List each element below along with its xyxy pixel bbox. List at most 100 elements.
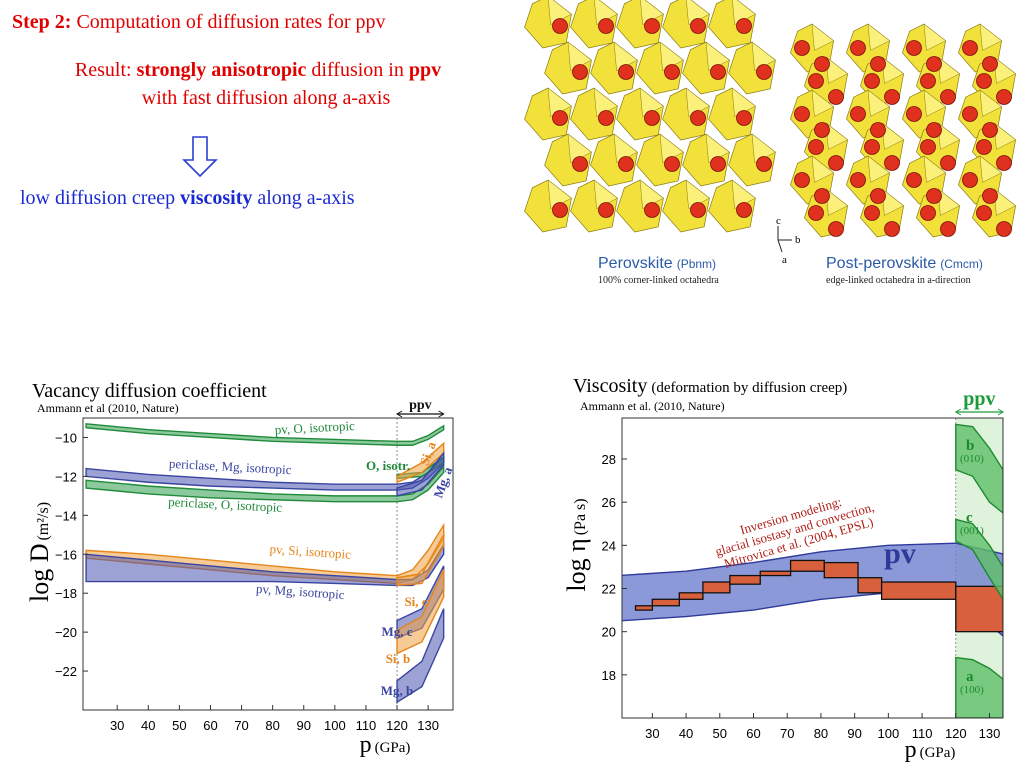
octahedron-face [881,122,905,150]
crystal-left-note: 100% corner-linked octahedra [598,275,719,286]
y-tick-label: 24 [602,538,616,553]
atom [982,188,998,204]
inversion-step [880,581,957,600]
atom [756,64,772,80]
octahedron-face [923,23,947,51]
y-tick-label: −18 [55,586,77,601]
series-label: pv, Mg, isotropic [256,581,346,602]
inversion-step [857,577,883,594]
crystal-right-title: Post-perovskite (Cmcm) [826,255,983,272]
series-label: a [966,669,974,685]
octahedron-face [923,155,947,183]
x-tick-label: 80 [265,718,279,733]
x-axis-label-unit: (GPa) [375,740,411,756]
x-tick-label: 120 [386,718,408,733]
y-tick-label: 26 [602,495,616,510]
series-label: Si, b [386,651,411,666]
x-axis-label-unit: (GPa) [920,745,956,761]
y-axis-label-main: log η [562,538,591,591]
y-tick-label: −12 [55,469,77,484]
band [396,451,445,497]
atom [884,221,900,237]
plot-frame [621,417,1004,719]
atom [736,18,752,34]
y-tick-label: 18 [602,668,616,683]
atom [870,188,886,204]
atom [710,156,726,172]
octahedron-face [979,155,1003,183]
result-mid: diffusion in [311,59,403,81]
inversion-step [678,592,704,600]
axis-b: b [795,234,801,246]
y-axis-label-main: log D [25,544,54,603]
chart-subtitle: (deformation by diffusion creep) [651,380,847,396]
series-label: b [966,438,974,454]
x-axis-label-main: p [360,732,372,758]
x-tick-label: 40 [141,718,155,733]
atom [664,156,680,172]
atom [552,202,568,218]
octahedron-face [811,23,835,51]
inversion-step [823,561,859,579]
y-tick-label: −16 [55,547,77,562]
crystal-left-title: Perovskite (Pbnm) [598,255,716,272]
octahedron-face [993,188,1017,216]
atom [644,18,660,34]
atom [756,156,772,172]
atom [850,40,866,56]
atom [710,64,726,80]
atom [926,56,942,72]
atom [996,89,1012,105]
atom [794,172,810,188]
y-axis-label-unit: (m²/s) [35,502,52,541]
conclusion-pre: low diffusion creep [20,187,175,209]
conclusion: low diffusion creep viscosity along a-axis [20,187,355,209]
atom [814,122,830,138]
atom [976,205,992,221]
band [622,542,1003,637]
atom [920,139,936,155]
atom [814,188,830,204]
series-label: c [966,510,973,526]
y-tick-label: 22 [602,582,616,597]
band [396,608,445,704]
atom [920,205,936,221]
atom [808,205,824,221]
x-tick-label: 50 [172,718,186,733]
atom [982,56,998,72]
series-sublabel: (001) [960,525,984,537]
conclusion-post: along a-axis [257,187,354,209]
atom [920,73,936,89]
x-tick-label: 30 [110,718,124,733]
octahedron-face [937,188,961,216]
atom [572,64,588,80]
atom [906,106,922,122]
band [396,569,445,655]
y-tick-label: −10 [55,430,77,445]
ppv-label: ppv [963,388,995,410]
result-ppv: ppv [409,59,441,81]
atom [940,221,956,237]
atom [962,40,978,56]
axis-c: c [776,215,781,227]
chart-title-main: Viscosity [573,375,647,397]
inversion-step [789,559,825,572]
atom [664,64,680,80]
atom [598,202,614,218]
octahedron-face [979,23,1003,51]
result-line-2: with fast diffusion along a-axis [142,87,391,109]
atom [598,110,614,126]
crystal-right-name: Post-perovskite [826,255,936,272]
band [85,423,445,446]
series-sublabel: (100) [960,684,984,696]
series-label: pv [884,537,916,570]
band [955,518,1003,601]
series-label: periclase, O, isotropic [168,494,283,515]
ppv-arrowhead [954,408,1004,416]
atom [962,106,978,122]
chart-source: Ammann et al (2010, Nature) [37,401,179,415]
y-axis-label: log D (m²/s) [25,502,54,602]
atom [690,18,706,34]
atom [572,156,588,172]
step-heading: Step 2: Computation of diffusion rates fo… [12,11,386,33]
